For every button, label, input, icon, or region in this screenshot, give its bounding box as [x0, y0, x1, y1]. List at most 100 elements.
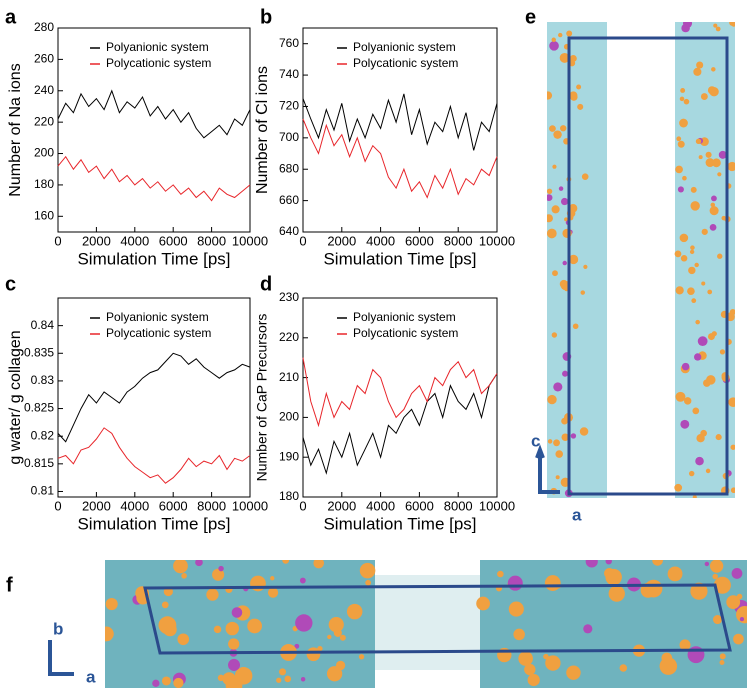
atom	[679, 118, 688, 128]
axis-arrows	[48, 640, 74, 676]
atom	[713, 23, 718, 28]
atom	[711, 195, 717, 202]
atom	[562, 260, 567, 266]
atom	[718, 150, 727, 159]
atom	[677, 140, 685, 148]
atom	[545, 655, 561, 671]
y-tick-label: 740	[279, 67, 299, 81]
y-tick-label: 190	[279, 449, 299, 463]
atom	[585, 560, 598, 568]
atom	[161, 601, 169, 609]
x-tick-label: 0	[54, 233, 61, 248]
atom	[558, 32, 563, 38]
atom	[726, 595, 741, 610]
atom	[712, 158, 721, 168]
atom	[566, 665, 581, 680]
atom	[328, 617, 344, 633]
atom	[667, 566, 683, 582]
atom	[619, 664, 628, 672]
atom	[679, 639, 691, 651]
atom	[682, 175, 687, 181]
atom	[690, 201, 700, 211]
atom	[709, 86, 719, 97]
atom	[709, 206, 719, 216]
y-tick-label: 200	[34, 146, 54, 160]
atom	[561, 433, 570, 441]
x-tick-label: 0	[54, 498, 61, 513]
x-tick-label: 8000	[197, 233, 226, 248]
legend-label: Polyanionic system	[353, 310, 456, 324]
atom	[173, 560, 188, 574]
atom	[604, 568, 615, 579]
atom	[300, 677, 306, 682]
atom	[700, 93, 708, 100]
panel-label: e	[525, 6, 536, 28]
y-tick-label: 0.83	[31, 373, 55, 387]
series-line	[302, 373, 498, 475]
atom	[552, 164, 557, 169]
panel-label: f	[6, 574, 13, 596]
cell-box	[567, 36, 729, 496]
atom	[559, 52, 570, 63]
atom	[680, 88, 686, 93]
atom	[313, 560, 325, 569]
atom	[552, 270, 558, 277]
x-tick-label: 10000	[232, 233, 268, 248]
atom	[683, 98, 690, 105]
x-tick-label: 6000	[159, 498, 188, 513]
atom	[213, 625, 222, 634]
atom	[327, 634, 332, 640]
x-tick-label: 2000	[82, 233, 111, 248]
legend-label: Polycationic system	[353, 326, 458, 340]
atom	[681, 362, 690, 371]
y-tick-label: 240	[34, 83, 54, 97]
atom	[583, 624, 593, 634]
x-tick-label: 2000	[327, 233, 356, 248]
atom	[551, 332, 558, 338]
atom	[568, 204, 578, 213]
atom	[270, 576, 275, 581]
atom	[181, 573, 187, 579]
atom	[326, 666, 343, 682]
axis-label: a	[86, 667, 96, 686]
y-tick-label: 210	[279, 370, 299, 384]
legend-label: Polycationic system	[353, 56, 458, 70]
atom	[707, 289, 713, 295]
atom	[733, 633, 744, 645]
x-tick-label: 2000	[327, 498, 356, 513]
x-axis-title: Simulation Time [ps]	[323, 249, 476, 268]
atom	[701, 228, 708, 235]
atom	[728, 397, 735, 407]
atom	[282, 560, 290, 564]
y-tick-label: 260	[34, 52, 54, 66]
atom	[527, 673, 540, 687]
atom	[694, 353, 702, 361]
x-tick-label: 0	[299, 498, 306, 513]
atom	[547, 228, 557, 239]
atom	[547, 439, 553, 444]
atom	[518, 651, 533, 666]
atom	[507, 575, 523, 591]
atom	[679, 233, 689, 243]
atom	[731, 568, 743, 579]
series-line	[302, 93, 498, 151]
x-tick-label: 6000	[405, 233, 434, 248]
snapshot-f	[105, 560, 747, 688]
atom	[577, 103, 584, 110]
atom	[719, 660, 725, 665]
atom	[717, 253, 723, 259]
atom	[553, 382, 563, 392]
atom	[551, 37, 556, 43]
atom	[566, 30, 573, 37]
y-tick-label: 0.84	[31, 318, 55, 332]
series-line	[302, 357, 498, 428]
atom	[680, 255, 688, 262]
axis-arrows	[535, 444, 560, 494]
atom	[652, 560, 663, 566]
atom	[675, 391, 686, 402]
atom	[508, 601, 524, 617]
atom	[704, 561, 710, 567]
y-tick-label: 640	[279, 224, 299, 238]
atom	[569, 91, 578, 100]
